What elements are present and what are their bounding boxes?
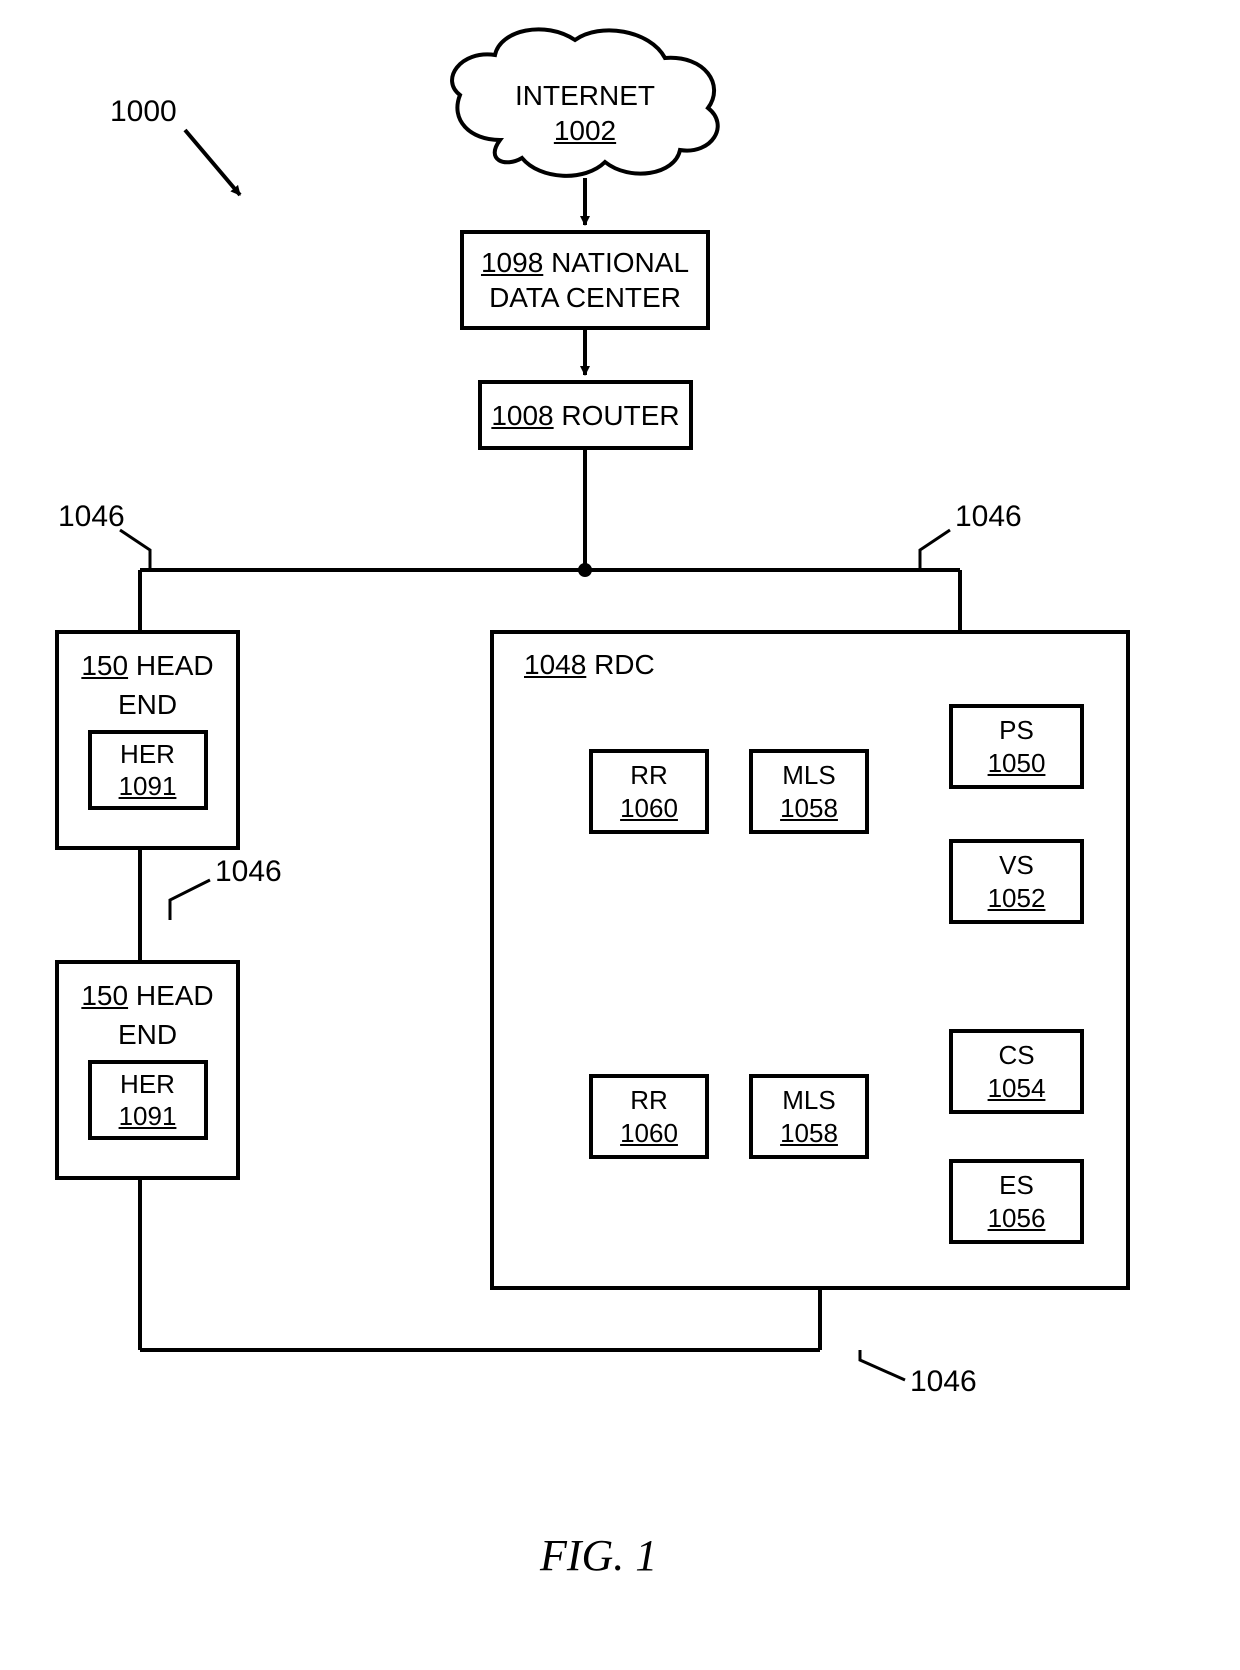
- conn-ref-bottom: 1046: [910, 1365, 977, 1399]
- es-label: ES: [999, 1169, 1034, 1202]
- rr1-label: RR: [630, 759, 668, 792]
- headend-box-1: 150 HEAD END HER 1091: [55, 630, 240, 850]
- cloud-label: INTERNET: [460, 78, 710, 113]
- rr-box-1: RR 1060: [589, 749, 709, 834]
- her2-label: HER: [120, 1068, 175, 1101]
- mls2-label: MLS: [782, 1084, 835, 1117]
- es-box: ES 1056: [949, 1159, 1084, 1244]
- ndc-ref: 1098: [481, 247, 543, 278]
- rdc-box: 1048 RDC RR 1060 MLS 1058 PS 1050 VS 105…: [490, 630, 1130, 1290]
- headend1-ref: 150: [81, 650, 128, 681]
- rr2-ref: 1060: [620, 1117, 678, 1150]
- cs-label: CS: [998, 1039, 1034, 1072]
- cs-box: CS 1054: [949, 1029, 1084, 1114]
- vs-ref: 1052: [988, 882, 1046, 915]
- ps-box: PS 1050: [949, 704, 1084, 789]
- her1-ref: 1091: [119, 770, 177, 803]
- conn-ref-mid-left: 1046: [215, 855, 282, 889]
- es-ref: 1056: [988, 1202, 1046, 1235]
- mls2-ref: 1058: [780, 1117, 838, 1150]
- mls1-label: MLS: [782, 759, 835, 792]
- headend-box-2: 150 HEAD END HER 1091: [55, 960, 240, 1180]
- her-box-2: HER 1091: [88, 1060, 208, 1140]
- ndc-label-1: NATIONAL: [551, 247, 689, 278]
- figure-diagram: 1000 INTERNET 1002 1098 NATIONAL DATA CE…: [0, 0, 1240, 1670]
- headend2-ref: 150: [81, 980, 128, 1011]
- cs-ref: 1054: [988, 1072, 1046, 1105]
- vs-label: VS: [999, 849, 1034, 882]
- ps-ref: 1050: [988, 747, 1046, 780]
- internet-cloud: INTERNET 1002: [460, 30, 710, 180]
- rdc-label: RDC: [594, 649, 655, 680]
- mls-box-1: MLS 1058: [749, 749, 869, 834]
- router-label: ROUTER: [561, 400, 679, 431]
- mls1-ref: 1058: [780, 792, 838, 825]
- rr1-ref: 1060: [620, 792, 678, 825]
- cloud-ref: 1002: [460, 113, 710, 148]
- conn-ref-top-right: 1046: [955, 500, 1022, 534]
- vs-box: VS 1052: [949, 839, 1084, 924]
- rr2-label: RR: [630, 1084, 668, 1117]
- her2-ref: 1091: [119, 1100, 177, 1133]
- her-box-1: HER 1091: [88, 730, 208, 810]
- rdc-ref: 1048: [524, 649, 586, 680]
- mls-box-2: MLS 1058: [749, 1074, 869, 1159]
- her1-label: HER: [120, 738, 175, 771]
- figure-caption: FIG. 1: [540, 1530, 657, 1581]
- ps-label: PS: [999, 714, 1034, 747]
- rr-box-2: RR 1060: [589, 1074, 709, 1159]
- ndc-label-2: DATA CENTER: [489, 280, 681, 315]
- router-ref: 1008: [491, 400, 553, 431]
- router-box: 1008 ROUTER: [478, 380, 693, 450]
- conn-ref-top-left: 1046: [58, 500, 125, 534]
- headend1-label-end: END: [118, 687, 177, 722]
- figure-ref-label: 1000: [110, 95, 177, 129]
- national-data-center-box: 1098 NATIONAL DATA CENTER: [460, 230, 710, 330]
- headend2-label-end: END: [118, 1017, 177, 1052]
